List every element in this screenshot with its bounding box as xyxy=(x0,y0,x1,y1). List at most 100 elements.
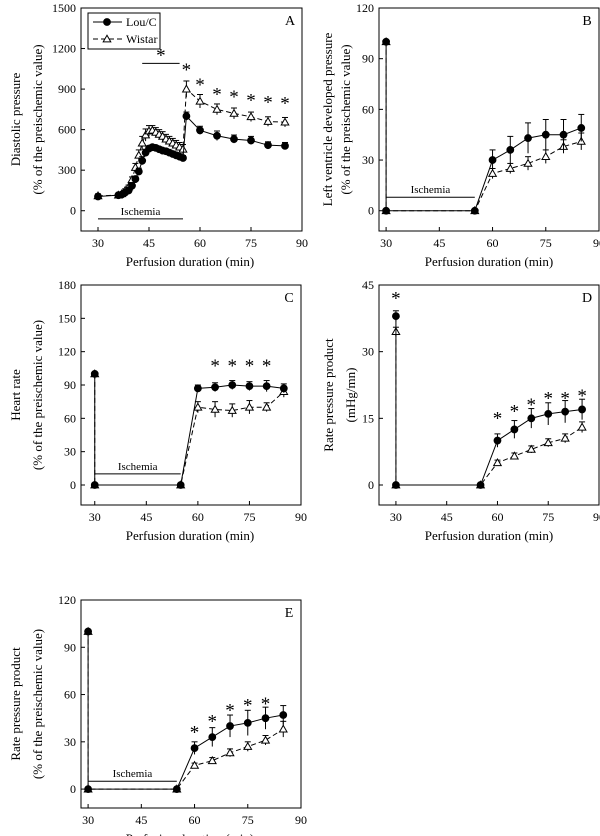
x-tick-label: 30 xyxy=(390,510,402,524)
data-point xyxy=(470,206,479,215)
x-tick-label: 75 xyxy=(542,510,554,524)
y-axis-label: Left ventricle developed pressure xyxy=(320,32,335,206)
panel-letter: E xyxy=(285,606,294,621)
y-tick-label: 120 xyxy=(356,1,374,15)
x-tick-label: 90 xyxy=(295,510,307,524)
data-point xyxy=(541,130,550,139)
panel-letter: B xyxy=(582,14,591,29)
series-line xyxy=(87,631,284,790)
panel-letter: C xyxy=(284,291,293,306)
series-lou-c xyxy=(94,111,289,201)
data-point xyxy=(134,167,143,176)
data-point xyxy=(207,755,217,765)
data-point xyxy=(505,163,515,172)
data-point xyxy=(182,112,191,121)
data-point xyxy=(172,785,181,793)
x-tick-label: 60 xyxy=(487,236,499,250)
data-point xyxy=(245,382,254,391)
significance-star: * xyxy=(543,388,553,409)
data-point xyxy=(577,124,586,132)
ischemia-label: Ischemia xyxy=(121,206,161,218)
significance-star: * xyxy=(182,60,192,81)
data-point xyxy=(196,126,204,135)
data-point xyxy=(526,444,536,453)
data-point xyxy=(578,405,586,414)
data-point xyxy=(488,156,497,164)
data-point xyxy=(131,175,140,183)
panel-letter: A xyxy=(285,14,296,29)
y-tick-label: 30 xyxy=(64,735,76,749)
data-point xyxy=(506,146,515,154)
data-point xyxy=(392,312,400,321)
significance-star: * xyxy=(560,388,570,409)
plot-frame xyxy=(80,284,302,506)
data-point xyxy=(509,451,520,460)
data-point xyxy=(561,407,570,416)
data-point xyxy=(84,627,92,636)
data-point xyxy=(84,785,92,793)
data-point xyxy=(208,733,217,741)
data-point xyxy=(392,481,400,489)
series-lou-c xyxy=(84,627,288,793)
series-lou-c xyxy=(90,369,288,489)
y-tick-label: 0 xyxy=(70,478,76,492)
y-tick-label: 120 xyxy=(58,593,76,607)
data-point xyxy=(138,156,147,165)
significance-star: * xyxy=(527,395,537,416)
significance-star: * xyxy=(510,402,520,423)
x-axis-label: Perfusion duration (min) xyxy=(126,831,255,836)
significance-star: * xyxy=(261,694,271,715)
significance-star: * xyxy=(245,356,255,377)
data-point xyxy=(278,724,288,733)
series-lou-c xyxy=(382,37,586,215)
x-tick-label: 75 xyxy=(243,510,255,524)
data-point xyxy=(181,84,192,93)
significance-star: * xyxy=(212,84,222,105)
x-axis-label: Perfusion duration (min) xyxy=(425,528,554,543)
data-point xyxy=(190,744,199,753)
y-tick-label: 180 xyxy=(58,278,76,292)
y-tick-label: 150 xyxy=(58,311,76,325)
y-tick-label: 0 xyxy=(70,204,76,218)
data-point xyxy=(226,722,234,730)
y-tick-label: 30 xyxy=(362,153,374,167)
y-tick-label: 60 xyxy=(64,688,76,702)
y-tick-label: 1200 xyxy=(52,42,76,56)
plot-frame xyxy=(80,599,302,809)
data-point xyxy=(228,381,237,389)
x-tick-label: 60 xyxy=(194,236,206,250)
y-tick-label: 1500 xyxy=(52,1,76,15)
data-point xyxy=(230,135,238,143)
data-point xyxy=(524,134,532,142)
data-point xyxy=(193,402,203,411)
panel-c: 30 45 60 75 90 0 30 60 90 120 150 180 Perfusion dura… xyxy=(8,278,307,543)
y-tick-label: 0 xyxy=(368,204,374,218)
x-tick-label: 30 xyxy=(92,236,104,250)
x-axis-label: Perfusion duration (min) xyxy=(126,528,255,543)
plot-frame xyxy=(378,7,600,232)
data-point xyxy=(510,425,519,434)
y-tick-label: 120 xyxy=(58,345,76,359)
y-axis-label: (% of the preischemic value) xyxy=(30,44,45,194)
y-tick-label: 600 xyxy=(58,123,76,137)
y-tick-label: 30 xyxy=(64,445,76,459)
data-point xyxy=(212,104,222,113)
legend: Lou/C Wistar xyxy=(87,12,161,50)
data-point xyxy=(140,130,151,139)
x-tick-label: 45 xyxy=(441,510,453,524)
y-tick-label: 45 xyxy=(362,278,374,292)
data-point xyxy=(560,433,570,442)
series-line xyxy=(385,41,582,212)
x-tick-label: 45 xyxy=(140,510,152,524)
y-tick-label: 60 xyxy=(64,411,76,425)
series-lou-c xyxy=(392,310,586,489)
data-point xyxy=(128,181,136,190)
series-line xyxy=(97,114,286,198)
data-point xyxy=(492,457,503,467)
data-point xyxy=(227,405,237,414)
data-point xyxy=(280,117,290,126)
y-axis-label: (% of the preischemic value) xyxy=(30,320,45,470)
significance-star: * xyxy=(210,356,220,377)
data-point xyxy=(487,168,498,177)
